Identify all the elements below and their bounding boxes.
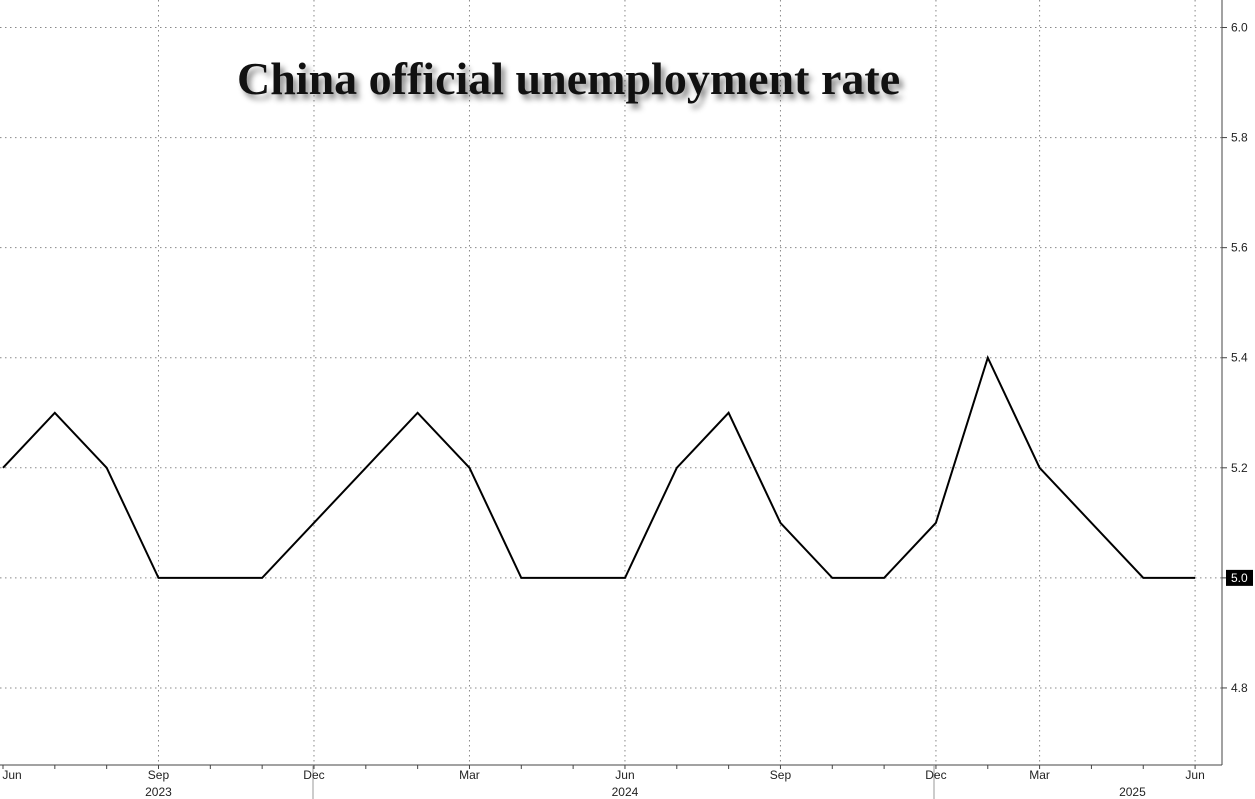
x-tick-label: Dec bbox=[925, 768, 946, 782]
last-value-badge bbox=[1226, 569, 1253, 586]
year-label: 2023 bbox=[145, 785, 172, 799]
x-tick-label: Jun bbox=[615, 768, 634, 782]
x-tick-label: Dec bbox=[303, 768, 324, 782]
chart-title: China official unemployment rate bbox=[237, 53, 901, 104]
x-tick-label: Sep bbox=[770, 768, 792, 782]
y-tick-label: 5.4 bbox=[1231, 351, 1248, 365]
y-tick-label: 4.8 bbox=[1231, 681, 1248, 695]
y-tick-label: 6.0 bbox=[1231, 21, 1248, 35]
x-tick-label: Mar bbox=[459, 768, 480, 782]
y-tick-label: 5.6 bbox=[1231, 241, 1248, 255]
last-value-label: 5.0 bbox=[1231, 571, 1248, 585]
line-series bbox=[2, 354, 1196, 579]
year-label: 2024 bbox=[612, 785, 639, 799]
x-tick-label: Jun bbox=[1185, 768, 1204, 782]
y-tick-label: 5.8 bbox=[1231, 131, 1248, 145]
x-tick-label: Sep bbox=[148, 768, 170, 782]
y-tick-label: 5.2 bbox=[1231, 461, 1248, 475]
year-label: 2025 bbox=[1119, 785, 1146, 799]
x-tick-label: Mar bbox=[1029, 768, 1050, 782]
x-tick-label: Jun bbox=[2, 768, 21, 782]
